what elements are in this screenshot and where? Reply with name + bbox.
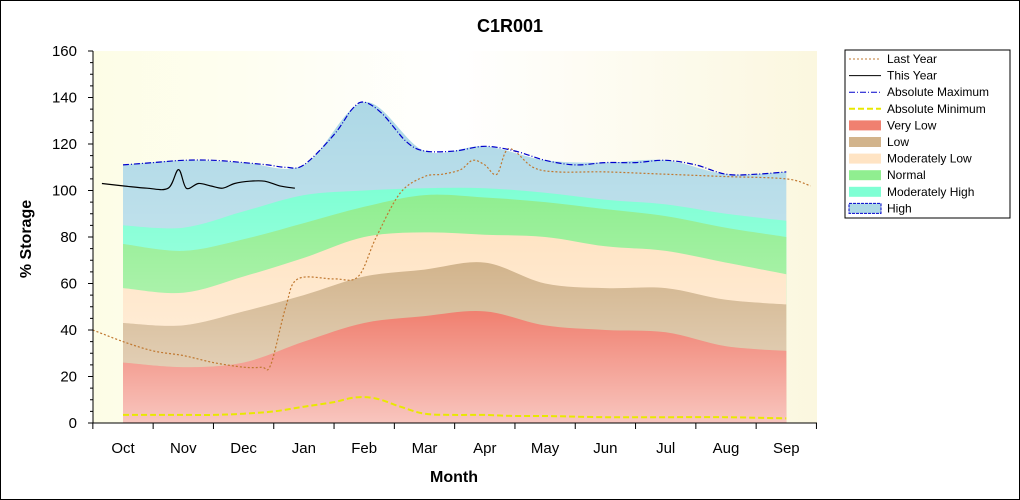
legend-label: Very Low	[887, 118, 937, 132]
x-tick-label: Apr	[473, 440, 496, 457]
x-tick-label: Dec	[230, 440, 257, 457]
legend-label: Last Year	[887, 52, 937, 66]
y-tick-label: 140	[52, 90, 77, 107]
legend-label: Absolute Minimum	[887, 102, 986, 116]
y-tick-label: 120	[52, 136, 77, 153]
y-tick-label: 0	[69, 415, 77, 432]
y-axis-label: % Storage	[18, 200, 35, 278]
y-tick-label: 80	[60, 229, 77, 246]
band-shade-very-low	[123, 311, 787, 423]
x-axis-label: Month	[430, 469, 478, 486]
legend: Last Year This Year Absolute Maximum Absolu…	[844, 49, 1011, 219]
line-this-year	[101, 168, 295, 191]
x-tick-label: Oct	[111, 440, 135, 457]
legend-swatch	[849, 186, 881, 197]
y-tick-label: 20	[60, 369, 77, 386]
legend-swatch	[848, 202, 882, 214]
x-tick-label: Aug	[713, 440, 740, 457]
y-tick-label: 40	[60, 322, 77, 339]
x-tick-label: Mar	[412, 440, 438, 457]
legend-label: This Year	[887, 69, 937, 83]
chart-title: C1R001	[477, 16, 543, 36]
legend-label: Low	[887, 135, 909, 149]
legend-label: High	[887, 201, 912, 215]
legend-label: Moderately High	[887, 185, 974, 199]
plot-area: 0 20 40 60 80 100 120 140 160 Oct Nov Dec Jan Feb Mar A…	[52, 43, 817, 457]
line-last-year	[92, 148, 811, 371]
legend-swatch	[849, 170, 881, 181]
legend-swatch	[849, 120, 881, 131]
line-absolute-maximum	[122, 101, 787, 176]
legend-label: Normal	[887, 168, 926, 182]
x-tick-label: Feb	[351, 440, 377, 457]
legend-label: Absolute Maximum	[887, 85, 989, 99]
x-tick-label: Jun	[593, 440, 617, 457]
legend-swatch	[849, 137, 881, 147]
line-absolute-minimum	[123, 396, 787, 420]
y-tick-label: 100	[52, 183, 77, 200]
y-tick-label: 160	[52, 43, 77, 60]
x-tick-label: Nov	[170, 440, 197, 457]
legend-swatch	[849, 153, 881, 164]
x-tick-label: Sep	[773, 440, 800, 457]
x-tick-label: Jan	[292, 440, 316, 457]
legend-label: Moderately Low	[887, 152, 972, 166]
y-tick-label: 60	[60, 276, 77, 293]
x-tick-label: May	[531, 440, 560, 457]
x-tick-label: Jul	[656, 440, 675, 457]
